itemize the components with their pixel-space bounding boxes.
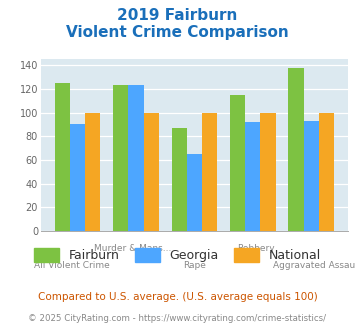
Text: Rape: Rape [183,261,206,270]
Bar [187,154,202,231]
Text: Robbery: Robbery [237,244,274,253]
Bar [85,113,100,231]
Bar [70,124,85,231]
Bar [245,122,260,231]
Bar [55,83,70,231]
Bar [288,68,304,231]
Text: All Violent Crime: All Violent Crime [34,261,109,270]
Bar [129,85,143,231]
Bar [260,113,275,231]
Bar [319,113,334,231]
Bar [113,85,129,231]
Bar [143,113,159,231]
Bar [171,128,187,231]
Text: Compared to U.S. average. (U.S. average equals 100): Compared to U.S. average. (U.S. average … [38,292,317,302]
Text: 2019 Fairburn: 2019 Fairburn [117,8,238,23]
Bar [304,121,319,231]
Bar [202,113,217,231]
Text: Aggravated Assault: Aggravated Assault [273,261,355,270]
Text: © 2025 CityRating.com - https://www.cityrating.com/crime-statistics/: © 2025 CityRating.com - https://www.city… [28,314,327,323]
Text: Violent Crime Comparison: Violent Crime Comparison [66,25,289,40]
Text: Murder & Mans...: Murder & Mans... [94,244,171,253]
Bar [230,95,245,231]
Legend: Fairburn, Georgia, National: Fairburn, Georgia, National [30,245,325,266]
